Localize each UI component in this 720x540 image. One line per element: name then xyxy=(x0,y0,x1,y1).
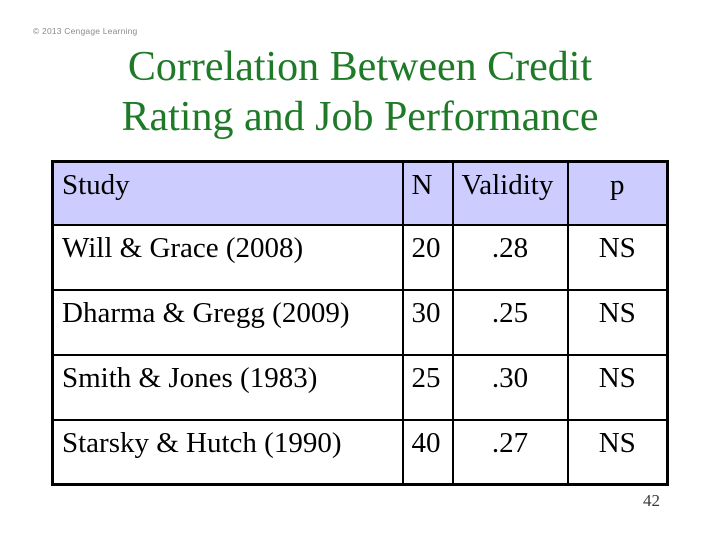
cell-p: NS xyxy=(566,353,669,421)
header-p: p xyxy=(566,160,669,226)
table-row: Smith & Jones (1983) 25 .30 NS xyxy=(51,353,669,421)
cell-validity: .25 xyxy=(451,288,569,356)
table-row: Dharma & Gregg (2009) 30 .25 NS xyxy=(51,288,669,356)
cell-p: NS xyxy=(566,288,669,356)
copyright-text: © 2013 Cengage Learning xyxy=(33,26,138,36)
cell-p: NS xyxy=(566,223,669,291)
data-table: Study N Validity p Will & Grace (2008) 2… xyxy=(51,160,669,486)
title-line-1: Correlation Between Credit xyxy=(127,44,593,90)
cell-n: 30 xyxy=(401,288,454,356)
cell-validity: .30 xyxy=(451,353,569,421)
cell-validity: .28 xyxy=(451,223,569,291)
cell-n: 20 xyxy=(401,223,454,291)
cell-study: Starsky & Hutch (1990) xyxy=(51,418,404,486)
table-row: Will & Grace (2008) 20 .28 NS xyxy=(51,223,669,291)
cell-validity: .27 xyxy=(451,418,569,486)
header-validity: Validity xyxy=(451,160,569,226)
header-n: N xyxy=(401,160,454,226)
cell-p: NS xyxy=(566,418,669,486)
cell-study: Dharma & Gregg (2009) xyxy=(51,288,404,356)
header-study: Study xyxy=(51,160,404,226)
title-line-2: Rating and Job Performance xyxy=(121,94,599,140)
cell-study: Will & Grace (2008) xyxy=(51,223,404,291)
slide-title: Correlation Between Credit Rating and Job… xyxy=(0,42,720,142)
table-row: Starsky & Hutch (1990) 40 .27 NS xyxy=(51,418,669,486)
table-header-row: Study N Validity p xyxy=(51,160,669,226)
cell-study: Smith & Jones (1983) xyxy=(51,353,404,421)
cell-n: 40 xyxy=(401,418,454,486)
cell-n: 25 xyxy=(401,353,454,421)
page-number: 42 xyxy=(643,491,660,510)
